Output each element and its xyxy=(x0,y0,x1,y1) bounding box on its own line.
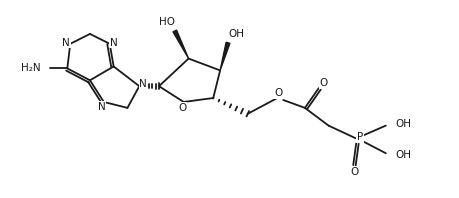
Polygon shape xyxy=(173,30,189,59)
Text: H₂N: H₂N xyxy=(21,63,41,73)
Text: OH: OH xyxy=(396,119,412,129)
Text: HO: HO xyxy=(159,17,175,27)
Text: O: O xyxy=(274,88,282,98)
Text: N: N xyxy=(62,38,70,48)
Polygon shape xyxy=(220,42,230,70)
Text: N: N xyxy=(98,102,106,112)
Text: P: P xyxy=(357,132,363,142)
Text: OH: OH xyxy=(396,150,412,160)
Text: OH: OH xyxy=(228,29,244,39)
Text: O: O xyxy=(350,167,358,177)
Text: O: O xyxy=(179,103,187,113)
Text: O: O xyxy=(319,78,328,88)
Text: N: N xyxy=(140,79,147,89)
Text: N: N xyxy=(110,38,118,48)
